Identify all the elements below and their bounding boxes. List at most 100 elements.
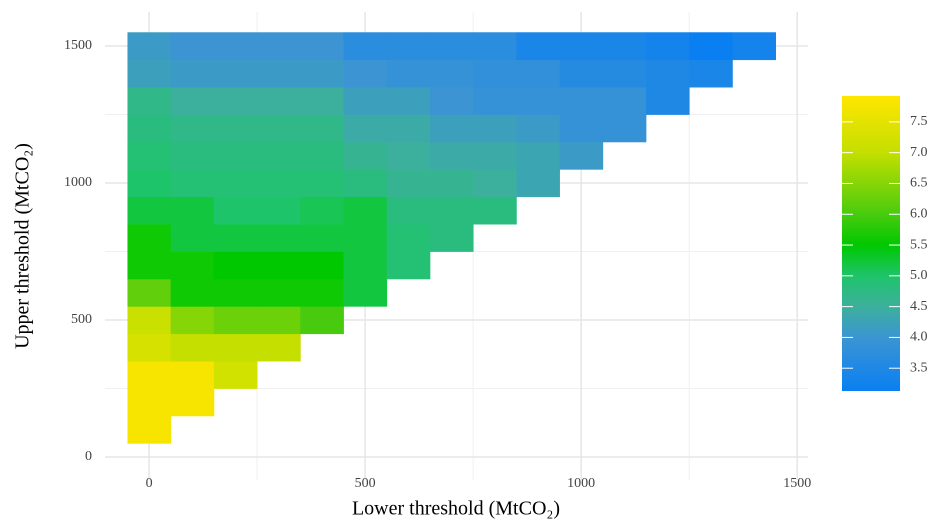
heatmap-cell: [257, 141, 301, 170]
heatmap-cell: [170, 32, 215, 61]
heatmap-cell: [343, 196, 388, 225]
heatmap-cell: [343, 224, 388, 252]
colorbar-tick-label: 4.0: [910, 330, 928, 345]
heatmap-cell: [127, 388, 172, 417]
heatmap-cell: [386, 59, 431, 88]
heatmap-cell: [300, 251, 344, 280]
heatmap-cell: [386, 32, 431, 61]
y-tick-label: 0: [85, 449, 92, 464]
heatmap-cell: [170, 278, 215, 307]
heatmap-cell: [559, 141, 604, 170]
heatmap-cell: [602, 59, 647, 88]
heatmap-cell: [343, 141, 388, 170]
colorbar-tick-label: 6.5: [910, 176, 928, 191]
heatmap-cell: [257, 306, 301, 335]
heatmap-cell: [127, 278, 172, 307]
heatmap-cell: [516, 59, 560, 88]
heatmap-cell: [213, 87, 258, 115]
heatmap-cell: [257, 196, 301, 225]
heatmap-cell: [170, 306, 215, 335]
heatmap-cell: [213, 333, 258, 362]
heatmap-cell: [213, 169, 258, 198]
heatmap-cell: [170, 388, 215, 417]
heatmap-cell: [257, 87, 301, 115]
heatmap-cell: [645, 59, 690, 88]
heatmap-cell: [559, 32, 604, 61]
heatmap-cell: [213, 114, 258, 143]
heatmap-cell: [170, 196, 215, 225]
heatmap-cell: [170, 251, 215, 280]
heatmap-cell: [127, 114, 172, 143]
heatmap-cell: [170, 169, 215, 198]
colorbar-tick-label: 6.0: [910, 206, 928, 221]
heatmap-cell: [473, 196, 517, 225]
heatmap-cell: [300, 169, 344, 198]
colorbar-tick-label: 7.5: [910, 114, 928, 129]
colorbar-tick-label: 5.5: [910, 237, 928, 252]
heatmap-cell: [127, 224, 172, 252]
heatmap-cell: [516, 32, 560, 61]
heatmap-cell: [516, 114, 560, 143]
heatmap-cell: [127, 169, 172, 198]
heatmap-cell: [170, 114, 215, 143]
heatmap-cell: [127, 306, 172, 335]
heatmap-cell: [473, 114, 517, 143]
heatmap-cell: [257, 114, 301, 143]
heatmap-cell: [257, 224, 301, 252]
heatmap-cell: [343, 32, 388, 61]
colorbar-tick-label: 4.5: [910, 299, 928, 314]
heatmap-cell: [213, 59, 258, 88]
heatmap-cell: [343, 278, 388, 307]
heatmap-cell: [732, 32, 776, 61]
heatmap-cell: [213, 196, 258, 225]
x-tick-label: 1000: [567, 476, 595, 491]
colorbar-tick-label: 3.5: [910, 360, 928, 375]
colorbar-tick-label: 5.0: [910, 268, 928, 283]
heatmap-cell: [170, 141, 215, 170]
heatmap-cell: [559, 87, 604, 115]
heatmap-cell: [300, 32, 344, 61]
heatmap-cell: [386, 114, 431, 143]
heatmap-cell: [386, 169, 431, 198]
heatmap-cell: [300, 59, 344, 88]
heatmap-cell: [127, 59, 172, 88]
heatmap-cell: [689, 59, 733, 88]
heatmap-cell: [213, 306, 258, 335]
heatmap-cell: [300, 114, 344, 143]
heatmap-cell: [127, 196, 172, 225]
heatmap-cell: [257, 278, 301, 307]
heatmap-cell: [429, 114, 474, 143]
heatmap-cell: [127, 141, 172, 170]
heatmap-cell: [343, 251, 388, 280]
heatmap-cell: [429, 32, 474, 61]
heatmap-cell: [170, 224, 215, 252]
x-tick-label: 500: [355, 476, 376, 491]
heatmap-cell: [300, 224, 344, 252]
heatmap-cell: [386, 196, 431, 225]
heatmap-cell: [257, 169, 301, 198]
colorbar: [842, 96, 900, 391]
heatmap-cell: [300, 196, 344, 225]
heatmap-cell: [516, 87, 560, 115]
heatmap-cell: [213, 141, 258, 170]
heatmap-cell: [602, 114, 647, 143]
heatmap-cell: [127, 415, 172, 444]
heatmap-cell: [300, 306, 344, 335]
heatmap-cell: [127, 87, 172, 115]
heatmap-cell: [213, 32, 258, 61]
heatmap-cell: [386, 224, 431, 252]
heatmap-cell: [602, 32, 647, 61]
heatmap-cell: [170, 333, 215, 362]
heatmap-cell: [429, 59, 474, 88]
heatmap-cell: [559, 59, 604, 88]
heatmap-cell: [300, 141, 344, 170]
heatmap-cell: [516, 169, 560, 198]
heatmap-cell: [213, 251, 258, 280]
heatmap-cell: [257, 251, 301, 280]
heatmap-cell: [257, 59, 301, 88]
colorbar-tick-label: 7.0: [910, 145, 928, 160]
heatmap-cell: [645, 32, 690, 61]
heatmap-cell: [429, 196, 474, 225]
heatmap-cell: [429, 141, 474, 170]
